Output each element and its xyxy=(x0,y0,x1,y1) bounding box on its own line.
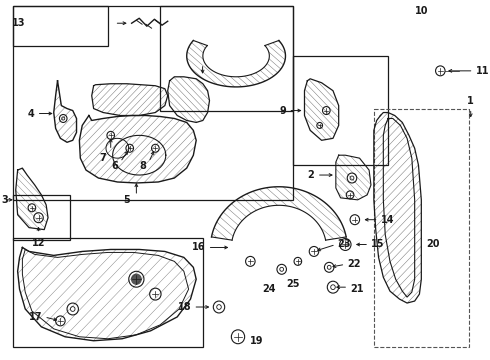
Circle shape xyxy=(132,274,141,284)
Bar xyxy=(293,56,388,165)
Text: 9: 9 xyxy=(280,105,287,116)
Text: 6: 6 xyxy=(111,161,118,171)
Text: 22: 22 xyxy=(347,259,361,269)
Text: 23: 23 xyxy=(338,239,351,249)
Text: 18: 18 xyxy=(178,302,192,312)
Text: 4: 4 xyxy=(28,108,35,118)
Text: 20: 20 xyxy=(426,239,440,249)
Text: 13: 13 xyxy=(12,18,25,28)
Text: 21: 21 xyxy=(350,284,364,294)
Text: 14: 14 xyxy=(380,215,394,225)
Text: 5: 5 xyxy=(123,195,130,205)
Bar xyxy=(374,109,469,347)
Text: 19: 19 xyxy=(250,336,264,346)
Bar xyxy=(13,6,293,200)
Bar xyxy=(13,238,203,347)
Bar xyxy=(13,195,70,239)
Text: 3: 3 xyxy=(1,195,8,205)
Text: 16: 16 xyxy=(192,243,206,252)
Text: 15: 15 xyxy=(371,239,385,249)
Text: 12: 12 xyxy=(32,238,45,248)
Text: 10: 10 xyxy=(415,6,428,16)
Text: 24: 24 xyxy=(263,284,276,294)
Text: 1: 1 xyxy=(467,95,474,105)
Text: 7: 7 xyxy=(100,153,106,163)
Bar xyxy=(13,6,108,46)
Text: 8: 8 xyxy=(140,161,147,171)
Bar xyxy=(160,6,293,111)
Text: 25: 25 xyxy=(286,279,300,289)
Text: 11: 11 xyxy=(475,66,489,76)
Text: 17: 17 xyxy=(29,312,42,322)
Text: 2: 2 xyxy=(307,170,314,180)
